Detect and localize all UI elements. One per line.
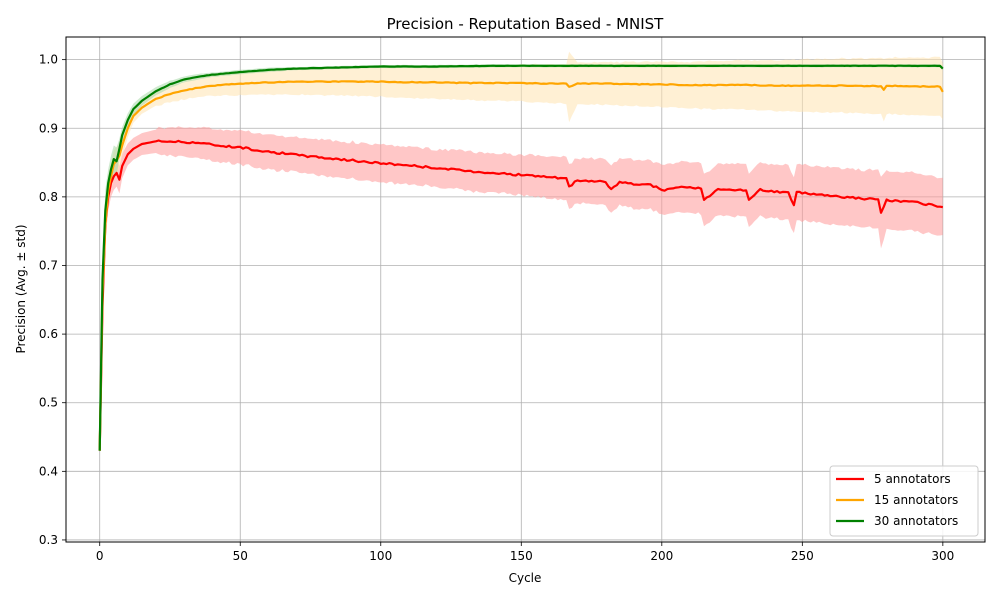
chart-title: Precision - Reputation Based - MNIST <box>387 15 665 33</box>
y-axis-ticks: 0.3 0.4 0.5 0.6 0.7 0.8 0.9 1.0 <box>39 53 66 547</box>
x-tick-label: 150 <box>510 549 533 563</box>
series-line-1 <box>98 80 944 451</box>
legend-label: 30 annotators <box>874 514 958 528</box>
series-line-2 <box>98 64 944 451</box>
x-tick-label: 50 <box>233 549 248 563</box>
legend-label: 15 annotators <box>874 493 958 507</box>
y-tick-label: 0.7 <box>39 258 58 272</box>
y-tick-label: 0.3 <box>39 533 58 547</box>
x-axis-label: Cycle <box>509 571 542 585</box>
plot-frame <box>65 36 986 543</box>
legend-label: 5 annotators <box>874 472 951 486</box>
legend: 5 annotators 15 annotators 30 annotators <box>829 465 979 537</box>
y-tick-label: 0.9 <box>39 121 58 135</box>
x-tick-label: 0 <box>96 549 104 563</box>
x-axis-ticks: 0 50 100 150 200 250 300 <box>96 542 954 563</box>
y-tick-label: 1.0 <box>39 53 58 67</box>
series-line-0 <box>98 139 943 451</box>
x-tick-label: 250 <box>791 549 814 563</box>
x-tick-label: 300 <box>931 549 954 563</box>
legend-box <box>829 465 979 537</box>
y-tick-label: 0.4 <box>39 464 58 478</box>
series-lines <box>98 64 944 451</box>
y-tick-label: 0.8 <box>39 190 58 204</box>
y-tick-label: 0.6 <box>39 327 58 341</box>
y-axis-label: Precision (Avg. ± std) <box>14 224 28 353</box>
y-tick-label: 0.5 <box>39 396 58 410</box>
std-band-0 <box>99 126 943 451</box>
x-tick-label: 100 <box>369 549 392 563</box>
x-tick-label: 200 <box>650 549 673 563</box>
